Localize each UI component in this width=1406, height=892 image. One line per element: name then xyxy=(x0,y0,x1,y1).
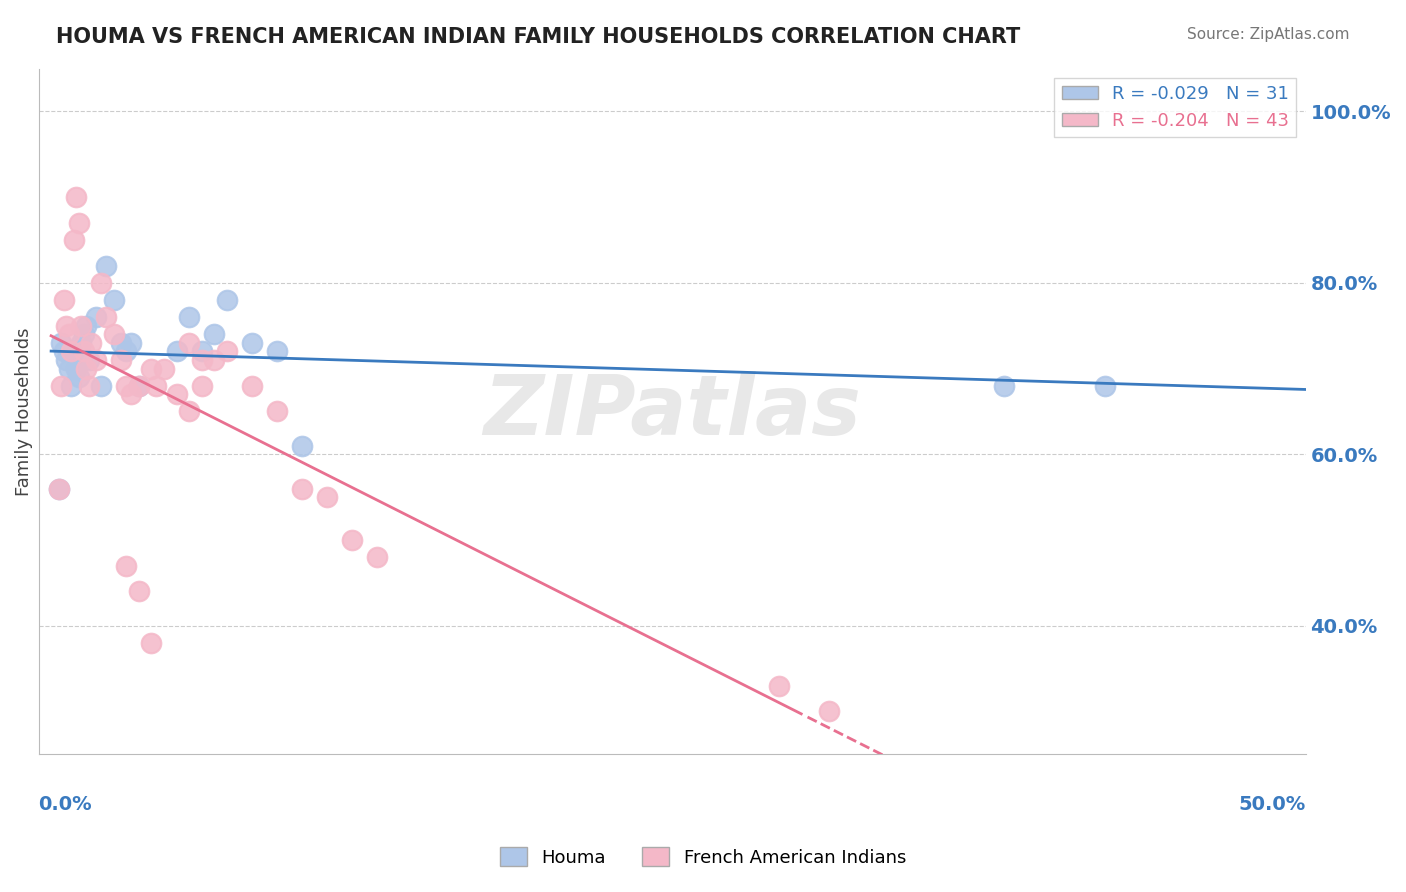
Point xyxy=(291,439,314,453)
Point xyxy=(120,387,142,401)
Point xyxy=(291,482,314,496)
Point xyxy=(190,378,212,392)
Point xyxy=(52,344,75,359)
Legend: R = -0.029   N = 31, R = -0.204   N = 43: R = -0.029 N = 31, R = -0.204 N = 43 xyxy=(1054,78,1296,137)
Point xyxy=(190,344,212,359)
Text: HOUMA VS FRENCH AMERICAN INDIAN FAMILY HOUSEHOLDS CORRELATION CHART: HOUMA VS FRENCH AMERICAN INDIAN FAMILY H… xyxy=(56,27,1021,46)
Point xyxy=(202,327,225,342)
Text: 50.0%: 50.0% xyxy=(1239,796,1306,814)
Point xyxy=(96,310,118,325)
Point xyxy=(70,335,93,350)
Point xyxy=(73,327,96,342)
Point xyxy=(65,190,87,204)
Point xyxy=(110,335,132,350)
Point xyxy=(80,335,103,350)
Point xyxy=(166,387,188,401)
Point xyxy=(70,318,93,333)
Point xyxy=(177,310,200,325)
Point xyxy=(48,482,70,496)
Point xyxy=(115,344,138,359)
Point xyxy=(817,705,839,719)
Point xyxy=(62,233,84,247)
Point xyxy=(128,378,150,392)
Text: ZIPatlas: ZIPatlas xyxy=(484,371,860,452)
Point xyxy=(316,490,339,504)
Point xyxy=(145,378,167,392)
Point xyxy=(75,361,97,376)
Point xyxy=(103,293,125,307)
Point xyxy=(240,378,263,392)
Point xyxy=(153,361,176,376)
Point xyxy=(58,327,80,342)
Point xyxy=(62,344,84,359)
Point xyxy=(115,378,138,392)
Point xyxy=(84,310,107,325)
Point xyxy=(77,353,100,368)
Point xyxy=(96,259,118,273)
Point xyxy=(366,550,388,565)
Point xyxy=(67,370,90,384)
Point xyxy=(65,361,87,376)
Point xyxy=(90,378,112,392)
Point xyxy=(77,378,100,392)
Point xyxy=(115,558,138,573)
Point xyxy=(49,378,72,392)
Point xyxy=(60,344,83,359)
Text: 0.0%: 0.0% xyxy=(38,796,93,814)
Point xyxy=(1094,378,1116,392)
Point xyxy=(49,335,72,350)
Point xyxy=(266,404,288,418)
Point xyxy=(48,482,70,496)
Point xyxy=(141,361,163,376)
Point xyxy=(67,216,90,230)
Point xyxy=(103,327,125,342)
Point xyxy=(141,636,163,650)
Point xyxy=(993,378,1015,392)
Point xyxy=(58,361,80,376)
Point xyxy=(128,584,150,599)
Point xyxy=(215,293,238,307)
Point xyxy=(190,353,212,368)
Legend: Houma, French American Indians: Houma, French American Indians xyxy=(492,840,914,874)
Point xyxy=(340,533,363,547)
Point xyxy=(110,353,132,368)
Point xyxy=(215,344,238,359)
Text: Source: ZipAtlas.com: Source: ZipAtlas.com xyxy=(1187,27,1350,42)
Point xyxy=(120,335,142,350)
Point xyxy=(177,335,200,350)
Y-axis label: Family Households: Family Households xyxy=(15,327,32,496)
Point xyxy=(240,335,263,350)
Point xyxy=(90,276,112,290)
Point xyxy=(177,404,200,418)
Point xyxy=(84,353,107,368)
Point xyxy=(202,353,225,368)
Point xyxy=(75,318,97,333)
Point xyxy=(52,293,75,307)
Point xyxy=(266,344,288,359)
Point xyxy=(55,318,77,333)
Point xyxy=(73,344,96,359)
Point xyxy=(166,344,188,359)
Point xyxy=(128,378,150,392)
Point xyxy=(55,353,77,368)
Point xyxy=(768,679,790,693)
Point xyxy=(60,378,83,392)
